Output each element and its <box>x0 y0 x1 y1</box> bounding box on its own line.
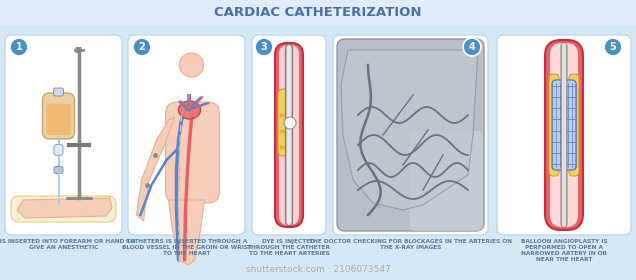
Circle shape <box>604 38 622 56</box>
FancyBboxPatch shape <box>549 74 559 176</box>
FancyBboxPatch shape <box>287 45 291 225</box>
FancyBboxPatch shape <box>11 196 116 222</box>
FancyBboxPatch shape <box>333 35 488 235</box>
FancyBboxPatch shape <box>279 45 299 225</box>
FancyBboxPatch shape <box>337 39 484 231</box>
Ellipse shape <box>179 101 200 119</box>
FancyBboxPatch shape <box>53 88 64 96</box>
FancyBboxPatch shape <box>0 0 636 25</box>
Circle shape <box>179 53 204 77</box>
FancyBboxPatch shape <box>275 43 303 227</box>
Text: THE DOCTOR CHECKING FOR BLOCKAGES IN THE ARTERIES ON
THE X-RAY IMAGES: THE DOCTOR CHECKING FOR BLOCKAGES IN THE… <box>309 239 512 250</box>
FancyBboxPatch shape <box>286 45 293 225</box>
FancyBboxPatch shape <box>278 89 292 156</box>
Text: CATHETERS IS INSERTED THROUGH A
BLOOD VESSEL IN THE GROIN OR WRIST
TO THE HEART: CATHETERS IS INSERTED THROUGH A BLOOD VE… <box>121 239 251 256</box>
Text: 2: 2 <box>139 42 146 52</box>
FancyBboxPatch shape <box>252 35 326 235</box>
FancyBboxPatch shape <box>5 35 122 235</box>
Text: shutterstock.com · 2106073547: shutterstock.com · 2106073547 <box>245 265 391 274</box>
FancyBboxPatch shape <box>128 35 245 235</box>
FancyBboxPatch shape <box>561 43 567 227</box>
Polygon shape <box>341 50 478 210</box>
Circle shape <box>10 38 28 56</box>
FancyBboxPatch shape <box>165 102 219 203</box>
Text: 3: 3 <box>261 42 267 52</box>
Circle shape <box>463 38 481 56</box>
FancyBboxPatch shape <box>545 40 583 230</box>
Text: IV IS INSERTED INTO FOREARM OR HAND TO
GIVE AN ANESTHETIC: IV IS INSERTED INTO FOREARM OR HAND TO G… <box>0 239 135 250</box>
FancyBboxPatch shape <box>46 104 71 135</box>
Polygon shape <box>137 117 174 221</box>
Circle shape <box>133 38 151 56</box>
Text: CARDIAC CATHETERIZATION: CARDIAC CATHETERIZATION <box>214 6 422 20</box>
Text: BALLOON ANGIOPLASTY IS
PERFORMED TO OPEN A
NARROWED ARTERY IN OR
NEAR THE HEART: BALLOON ANGIOPLASTY IS PERFORMED TO OPEN… <box>521 239 607 262</box>
FancyBboxPatch shape <box>410 131 483 231</box>
Text: DYE IS INJECTED
THROUGH THE CATHETER
TO THE HEART ARTERIES: DYE IS INJECTED THROUGH THE CATHETER TO … <box>247 239 331 256</box>
Circle shape <box>255 38 273 56</box>
FancyBboxPatch shape <box>54 144 63 155</box>
Polygon shape <box>17 198 112 218</box>
FancyBboxPatch shape <box>569 74 579 176</box>
FancyBboxPatch shape <box>497 35 631 235</box>
FancyBboxPatch shape <box>552 80 576 170</box>
Text: 1: 1 <box>16 42 22 52</box>
FancyBboxPatch shape <box>550 43 578 227</box>
Circle shape <box>284 117 296 129</box>
FancyBboxPatch shape <box>76 47 81 53</box>
FancyBboxPatch shape <box>562 43 566 227</box>
Polygon shape <box>169 200 205 265</box>
FancyBboxPatch shape <box>43 93 74 139</box>
FancyBboxPatch shape <box>54 167 63 174</box>
Text: 4: 4 <box>469 42 475 52</box>
Text: 5: 5 <box>610 42 616 52</box>
